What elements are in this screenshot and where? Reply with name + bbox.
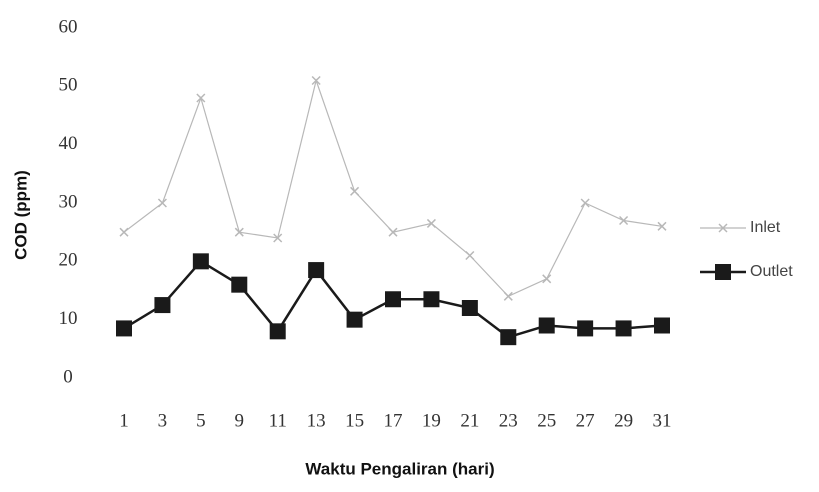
x-tick-label: 27	[576, 410, 595, 431]
y-tick-label: 10	[59, 308, 78, 329]
marker	[196, 93, 206, 103]
x-tick-label: 11	[269, 410, 287, 431]
legend-label: Outlet	[750, 263, 793, 280]
marker	[465, 250, 475, 261]
y-tick-label: 40	[59, 133, 78, 154]
x-tick-label: 1	[119, 410, 129, 431]
legend-label: Inlet	[750, 219, 781, 236]
marker	[577, 320, 594, 337]
x-tick-label: 25	[537, 410, 556, 431]
marker	[157, 198, 167, 208]
y-tick-label: 50	[59, 75, 78, 96]
x-tick-label: 19	[422, 410, 441, 431]
marker	[346, 311, 363, 328]
marker	[116, 320, 132, 337]
marker	[615, 320, 632, 337]
marker	[273, 233, 283, 243]
x-tick-label: 31	[653, 410, 672, 431]
marker	[388, 227, 398, 237]
marker	[192, 253, 209, 270]
x-tick-label: 9	[235, 410, 245, 431]
x-tick-label: 15	[345, 410, 364, 431]
marker	[231, 276, 248, 293]
x-tick-label: 29	[614, 410, 633, 431]
y-tick-label: 60	[59, 16, 78, 37]
marker	[234, 227, 244, 237]
y-tick-label: 20	[59, 250, 78, 271]
x-tick-label: 17	[384, 410, 403, 431]
marker	[269, 323, 286, 340]
marker	[461, 300, 478, 316]
x-tick-label: 13	[307, 410, 326, 431]
x-tick-label: 23	[499, 410, 518, 431]
marker	[580, 198, 590, 208]
y-tick-label: 0	[63, 366, 73, 387]
marker	[423, 291, 440, 308]
marker	[350, 186, 360, 196]
marker	[542, 274, 552, 284]
marker	[657, 221, 667, 231]
marker	[538, 317, 555, 334]
marker	[311, 75, 321, 86]
marker	[718, 223, 728, 233]
marker	[715, 264, 731, 280]
marker	[503, 291, 513, 301]
x-tick-label: 3	[158, 410, 168, 431]
marker	[500, 329, 517, 346]
x-axis-title: Waktu Pengaliran (hari)	[305, 459, 494, 478]
marker	[308, 262, 325, 279]
marker	[119, 227, 129, 237]
y-axis-title: COD (ppm)	[11, 170, 30, 260]
marker	[654, 317, 670, 334]
marker	[619, 215, 629, 226]
x-tick-label: 21	[460, 410, 479, 431]
marker	[385, 291, 401, 308]
marker	[154, 297, 171, 314]
y-tick-label: 30	[59, 191, 78, 212]
marker	[426, 218, 436, 228]
x-tick-label: 5	[196, 410, 206, 431]
